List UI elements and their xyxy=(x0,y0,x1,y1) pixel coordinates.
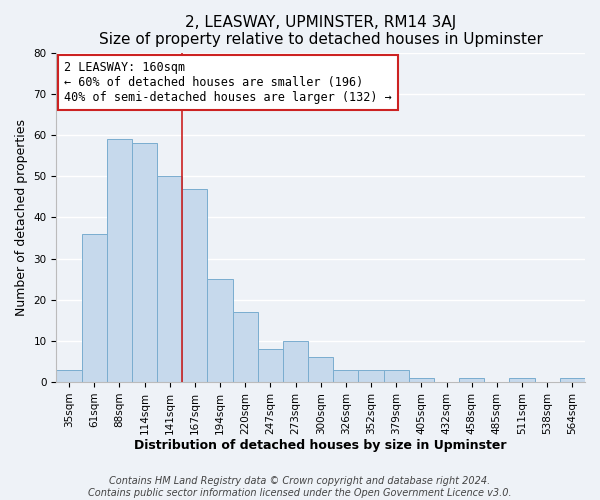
Bar xyxy=(82,234,107,382)
Bar xyxy=(459,378,484,382)
Bar xyxy=(308,358,333,382)
Title: 2, LEASWAY, UPMINSTER, RM14 3AJ
Size of property relative to detached houses in : 2, LEASWAY, UPMINSTER, RM14 3AJ Size of … xyxy=(99,15,542,48)
Y-axis label: Number of detached properties: Number of detached properties xyxy=(15,119,28,316)
Bar xyxy=(132,144,157,382)
Bar xyxy=(283,341,308,382)
Bar xyxy=(383,370,409,382)
Bar xyxy=(107,139,132,382)
Bar xyxy=(258,349,283,382)
Bar xyxy=(233,312,258,382)
Bar xyxy=(208,279,233,382)
Text: 2 LEASWAY: 160sqm
← 60% of detached houses are smaller (196)
40% of semi-detache: 2 LEASWAY: 160sqm ← 60% of detached hous… xyxy=(64,61,392,104)
Bar xyxy=(157,176,182,382)
Bar xyxy=(182,188,208,382)
Text: Contains HM Land Registry data © Crown copyright and database right 2024.
Contai: Contains HM Land Registry data © Crown c… xyxy=(88,476,512,498)
X-axis label: Distribution of detached houses by size in Upminster: Distribution of detached houses by size … xyxy=(134,440,507,452)
Bar xyxy=(409,378,434,382)
Bar xyxy=(56,370,82,382)
Bar xyxy=(509,378,535,382)
Bar xyxy=(333,370,358,382)
Bar xyxy=(560,378,585,382)
Bar xyxy=(358,370,383,382)
